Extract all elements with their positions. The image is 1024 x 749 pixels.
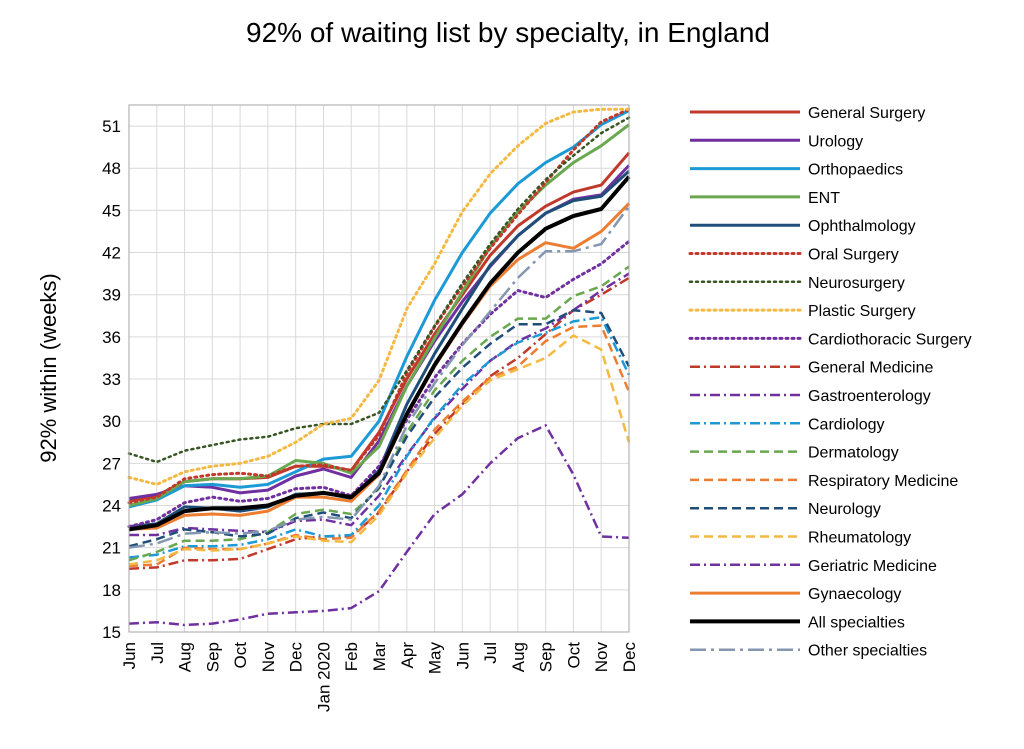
x-tick-label: Sep	[537, 642, 556, 672]
legend-label: Urology	[808, 133, 863, 150]
series-line-cardiology	[128, 315, 631, 559]
y-tick-label: 33	[102, 370, 121, 389]
legend-label: ENT	[808, 190, 840, 207]
y-tick-label: 21	[102, 539, 121, 558]
x-tick-label: Aug	[176, 642, 195, 672]
series-line-all-specialties	[128, 175, 631, 532]
series-line-geriatric-medicine	[128, 424, 630, 627]
x-tick-label: Oct	[564, 642, 583, 669]
chart-title: 92% of waiting list by specialty, in Eng…	[246, 17, 770, 48]
y-tick-label: 15	[102, 623, 121, 642]
series-line-cardiothoracic-surgery	[127, 239, 631, 529]
gridlines	[128, 105, 630, 633]
x-tick-label: Sep	[203, 642, 222, 672]
legend: General Surgery Urology Orthopaedics ENT Oph…	[688, 105, 972, 660]
y-tick-label: 42	[102, 244, 121, 263]
legend-label: All specialties	[808, 614, 905, 631]
series-line-gastroenterology	[129, 272, 630, 537]
series-line-ent	[128, 123, 630, 507]
x-tick-label: Apr	[398, 642, 417, 669]
y-tick-label: 18	[102, 581, 121, 600]
x-tick-label: May	[426, 642, 445, 675]
x-tick-label: Aug	[509, 642, 528, 672]
series-line-other-specialties	[128, 205, 631, 549]
x-tick-label: Dec	[620, 642, 639, 673]
plot-frame	[128, 104, 630, 633]
x-tick-label: Feb	[342, 642, 361, 671]
legend-label: Oral Surgery	[808, 247, 899, 264]
legend-label: General Surgery	[808, 105, 925, 122]
y-axis-label: 92% within (weeks)	[36, 273, 61, 463]
y-tick-label: 27	[102, 454, 121, 473]
legend-label: Gynaecology	[808, 586, 901, 603]
legend-label: Cardiothoracic Surgery	[808, 331, 972, 348]
y-tick-label: 24	[102, 497, 121, 516]
legend-label: Respiratory Medicine	[808, 473, 958, 490]
x-tick-label: Nov	[259, 642, 278, 673]
legend-label: Neurology	[808, 501, 881, 518]
x-tick-label: Oct	[231, 642, 250, 669]
x-tick-label: Jul	[148, 642, 167, 664]
series-line-rheumatology	[128, 334, 631, 566]
x-tick-label: Jun	[120, 642, 139, 669]
y-axis-ticks: 15 18 21 24 27 30 33 36 39 42 45 48 51	[102, 117, 121, 642]
x-tick-label: Nov	[592, 642, 611, 673]
x-tick-label: Mar	[370, 642, 389, 672]
legend-label: Neurosurgery	[808, 275, 905, 292]
series-line-oral-surgery	[127, 107, 631, 505]
y-tick-label: 45	[102, 201, 121, 220]
series-line-neurosurgery	[127, 116, 631, 464]
legend-label: Orthopaedics	[808, 162, 903, 179]
y-tick-label: 36	[102, 328, 121, 347]
series-line-plastic-surgery	[127, 107, 631, 486]
x-tick-label: Jan 2020	[314, 642, 333, 712]
x-tick-label: Jun	[453, 642, 472, 669]
y-tick-label: 30	[102, 412, 121, 431]
legend-label: Other specialties	[808, 643, 927, 660]
series-lines	[127, 107, 631, 627]
legend-label: Geriatric Medicine	[808, 558, 937, 575]
series-line-orthopaedics	[128, 109, 630, 509]
x-tick-label: Jul	[481, 642, 500, 664]
legend-label: Cardiology	[808, 416, 884, 433]
legend-label: Rheumatology	[808, 530, 911, 547]
y-tick-label: 51	[102, 117, 121, 136]
x-axis-ticks: Jun Jul Aug Sep Oct Nov Dec Jan 2020 Feb Mar Apr Ma…	[120, 642, 639, 712]
legend-label: Ophthalmology	[808, 218, 916, 235]
legend-label: Dermatology	[808, 445, 899, 462]
y-tick-label: 39	[102, 286, 121, 305]
x-tick-label: Dec	[287, 642, 306, 673]
legend-label: Gastroenterology	[808, 388, 931, 405]
legend-label: General Medicine	[808, 360, 934, 377]
legend-label: Plastic Surgery	[808, 303, 916, 320]
series-line-respiratory-medicine	[128, 324, 631, 568]
y-tick-label: 48	[102, 159, 121, 178]
